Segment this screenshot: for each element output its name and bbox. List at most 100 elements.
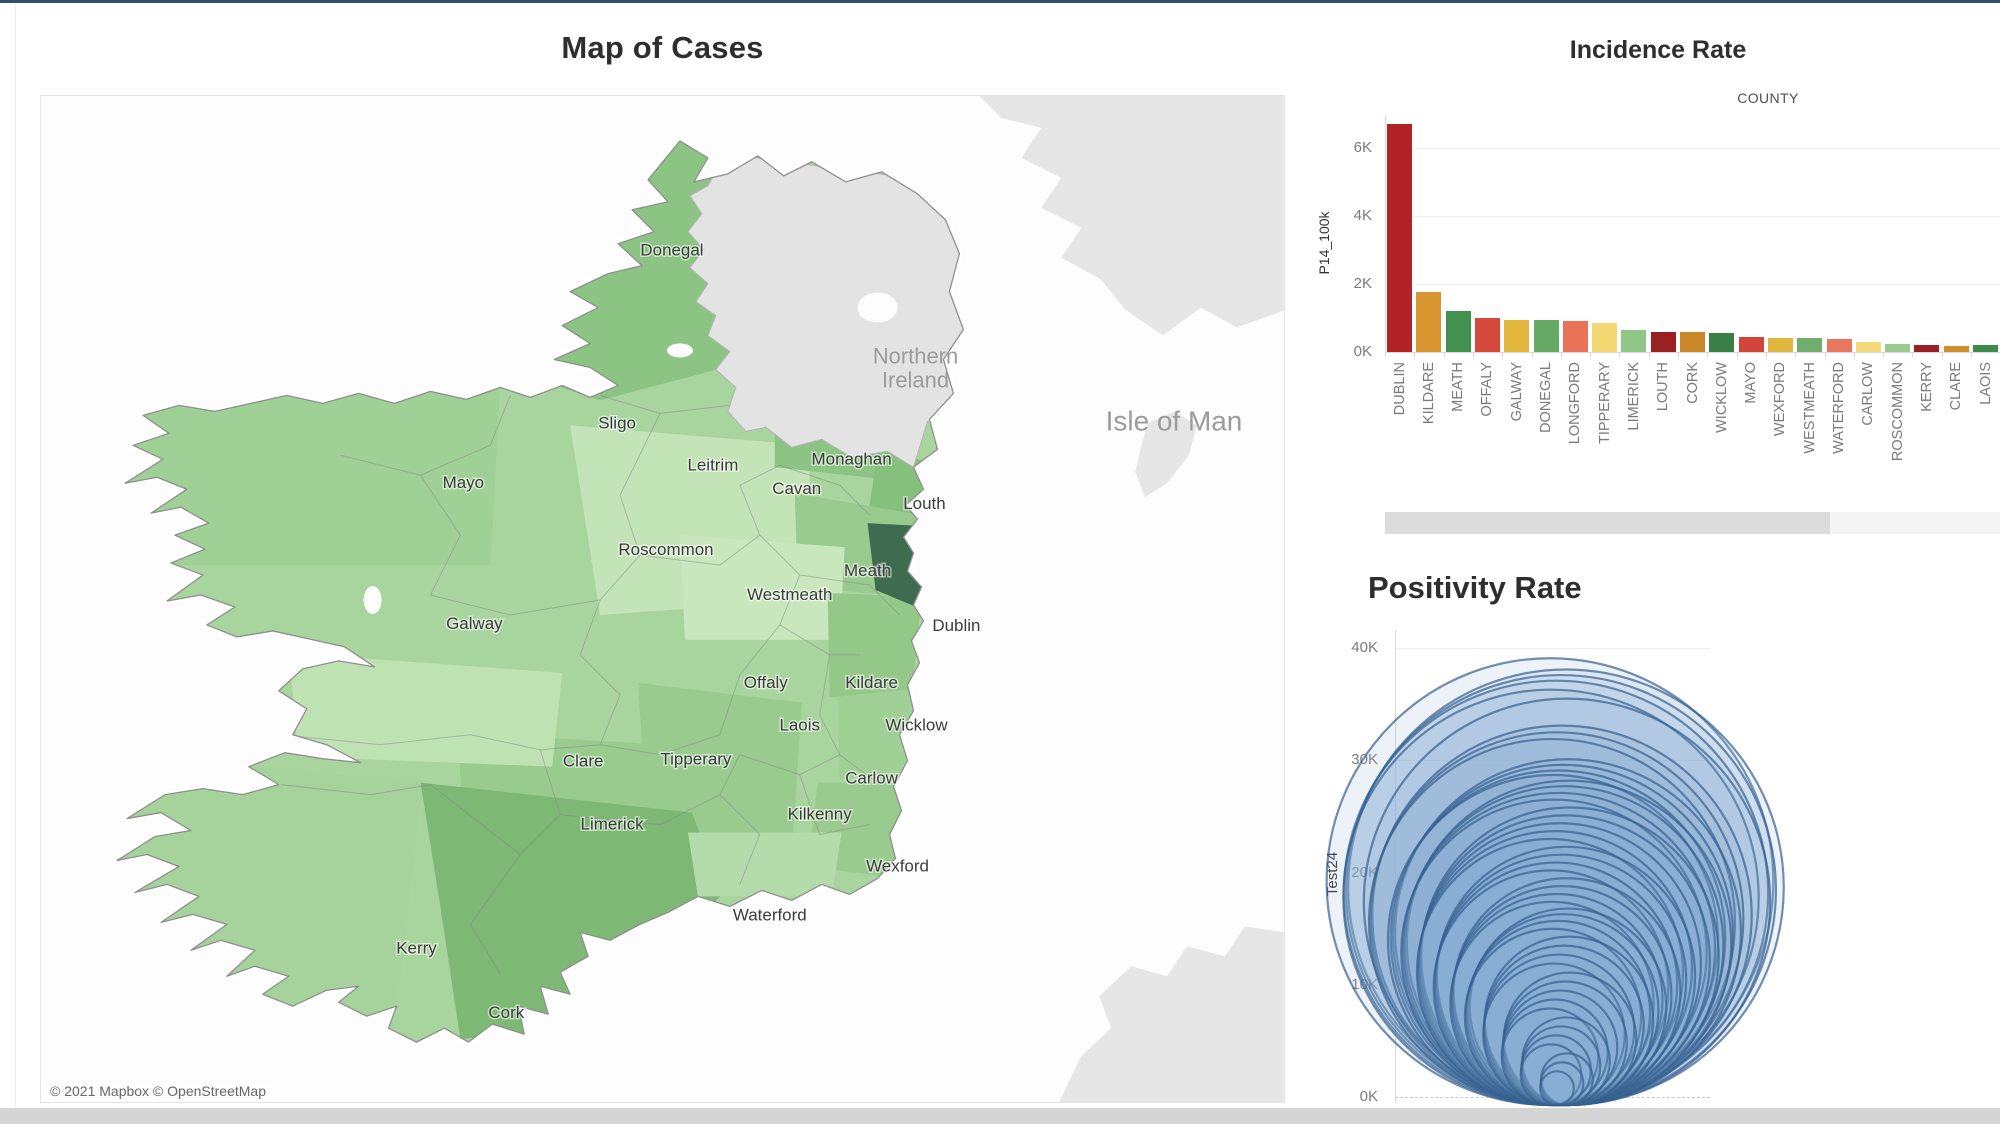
map-label-kerry: Kerry: [396, 938, 437, 957]
incidence-xtick: [1912, 352, 1914, 357]
bar-laois[interactable]: [1973, 345, 1998, 352]
map-label-isle-of-man: Isle of Man: [1106, 405, 1243, 436]
bar-galway[interactable]: [1504, 320, 1530, 352]
incidence-ytick-6K: 6K: [1353, 139, 1372, 156]
incidence-xtick: [1590, 352, 1592, 357]
incidence-xlabel-waterford: WATERFORD: [1831, 362, 1847, 454]
positivity-circle[interactable]: [1539, 1070, 1575, 1107]
bar-dublin[interactable]: [1387, 124, 1412, 352]
horizontal-scrollbar[interactable]: [0, 1108, 2000, 1124]
lough-corrib: [363, 586, 382, 614]
map-label-kilkenny: Kilkenny: [788, 805, 853, 824]
positivity-gridline-0K: [1395, 1097, 1710, 1098]
incidence-xlabel-dublin: DUBLIN: [1391, 362, 1408, 416]
bar-tipperary[interactable]: [1592, 323, 1618, 352]
map-label-carlow: Carlow: [845, 769, 899, 788]
incidence-xtick: [1385, 352, 1386, 357]
incidence-xtick: [1531, 352, 1533, 357]
incidence-scrollbar[interactable]: [1385, 512, 2000, 534]
map-canvas[interactable]: Donegal Sligo Leitrim Monaghan Cavan Louth May…: [41, 96, 1284, 1102]
incidence-xtick: [1824, 352, 1826, 357]
incidence-xlabel-louth: LOUTH: [1655, 362, 1672, 412]
lough-neagh: [857, 292, 898, 323]
bar-carlow[interactable]: [1855, 342, 1881, 352]
incidence-xlabel-laois: LAOIS: [1977, 362, 1994, 405]
bar-waterford[interactable]: [1826, 339, 1852, 352]
incidence-xtick: [1560, 352, 1562, 357]
map-title: Map of Cases: [561, 30, 764, 65]
bar-limerick[interactable]: [1621, 330, 1647, 352]
bar-offaly[interactable]: [1474, 318, 1500, 352]
incidence-xlabel-limerick: LIMERICK: [1625, 362, 1642, 431]
bar-donegal[interactable]: [1533, 320, 1559, 352]
ireland-choropleth-map[interactable]: Donegal Sligo Leitrim Monaghan Cavan Louth May…: [40, 95, 1285, 1103]
incidence-y-axis-line: [1385, 115, 1386, 352]
bar-cork[interactable]: [1680, 332, 1705, 352]
map-label-waterford: Waterford: [733, 905, 807, 924]
county-borders: [280, 394, 900, 975]
incidence-ytick-0K: 0K: [1353, 343, 1372, 360]
map-label-roscommon: Roscommon: [618, 540, 713, 559]
incidence-xtick: [1707, 352, 1709, 357]
positivity-gridline-10K: [1395, 985, 1710, 986]
bar-longford[interactable]: [1562, 321, 1588, 352]
map-labels: Donegal Sligo Leitrim Monaghan Cavan Louth May…: [395, 239, 1243, 1023]
britain-north-landmass: [979, 96, 1284, 336]
map-label-cavan: Cavan: [772, 479, 821, 498]
map-label-meath: Meath: [844, 561, 891, 580]
positivity-gridline-20K: [1395, 873, 1710, 874]
incidence-xtick: [1795, 352, 1797, 357]
incidence-xlabel-meath: MEATH: [1450, 362, 1467, 412]
bar-meath[interactable]: [1445, 311, 1471, 352]
map-label-leitrim: Leitrim: [687, 455, 738, 474]
incidence-xlabel-donegal: DONEGAL: [1538, 362, 1554, 433]
incidence-xlabel-cork: CORK: [1684, 362, 1701, 404]
incidence-xtick: [1971, 352, 1972, 357]
map-label-galway: Galway: [446, 614, 503, 633]
bar-kerry[interactable]: [1914, 345, 1940, 352]
window-top-accent: [0, 0, 2000, 3]
incidence-xlabel-offaly: OFFALY: [1479, 362, 1496, 417]
incidence-gridline-6K: [1385, 148, 2000, 149]
incidence-scrollbar-thumb[interactable]: [1385, 512, 1830, 534]
lough-erne: [666, 343, 693, 358]
positivity-ytick-20K: 20K: [1351, 864, 1378, 881]
incidence-axis-group-label: COUNTY: [1737, 90, 1799, 106]
bar-roscommon[interactable]: [1885, 344, 1911, 352]
bar-mayo[interactable]: [1738, 337, 1764, 352]
map-label-monaghan: Monaghan: [812, 449, 892, 468]
incidence-xlabel-roscommon: ROSCOMMON: [1889, 362, 1906, 462]
map-label-dublin: Dublin: [932, 616, 980, 635]
map-label-wicklow: Wicklow: [885, 716, 948, 735]
incidence-xlabel-mayo: MAYO: [1743, 362, 1760, 404]
bar-louth[interactable]: [1650, 332, 1676, 352]
map-label-louth: Louth: [903, 494, 945, 513]
map-label-limerick: Limerick: [581, 815, 645, 834]
map-attribution: © 2021 Mapbox © OpenStreetMap: [45, 1082, 271, 1100]
incidence-xlabel-kerry: KERRY: [1918, 362, 1935, 412]
bar-kildare[interactable]: [1416, 292, 1442, 352]
isle-of-man-island: [1135, 411, 1197, 498]
positivity-circles[interactable]: [1300, 600, 2000, 1120]
map-label-offaly: Offaly: [744, 673, 788, 692]
incidence-xlabel-wexford: WEXFORD: [1772, 362, 1789, 437]
incidence-x-axis-line: [1385, 352, 2000, 353]
incidence-y-axis-label: P14_100k: [1316, 211, 1332, 275]
incidence-xlabel-kildare: KILDARE: [1420, 362, 1437, 425]
map-label-cork: Cork: [488, 1003, 524, 1022]
positivity-title: Positivity Rate: [1368, 570, 1582, 605]
incidence-xtick: [1502, 352, 1504, 357]
positivity-ytick-0K: 0K: [1359, 1088, 1378, 1105]
bar-wicklow[interactable]: [1709, 333, 1735, 352]
bar-westmeath[interactable]: [1797, 338, 1823, 352]
map-label-donegal: Donegal: [640, 241, 703, 260]
bar-wexford[interactable]: [1767, 338, 1793, 352]
incidence-xtick: [1736, 352, 1738, 357]
incidence-xtick: [1443, 352, 1445, 357]
positivity-ytick-40K: 40K: [1351, 639, 1378, 656]
incidence-gridline-2K: [1385, 284, 2000, 285]
incidence-xtick: [1883, 352, 1885, 357]
incidence-xlabel-wicklow: WICKLOW: [1713, 362, 1730, 433]
bar-clare[interactable]: [1943, 346, 1969, 352]
